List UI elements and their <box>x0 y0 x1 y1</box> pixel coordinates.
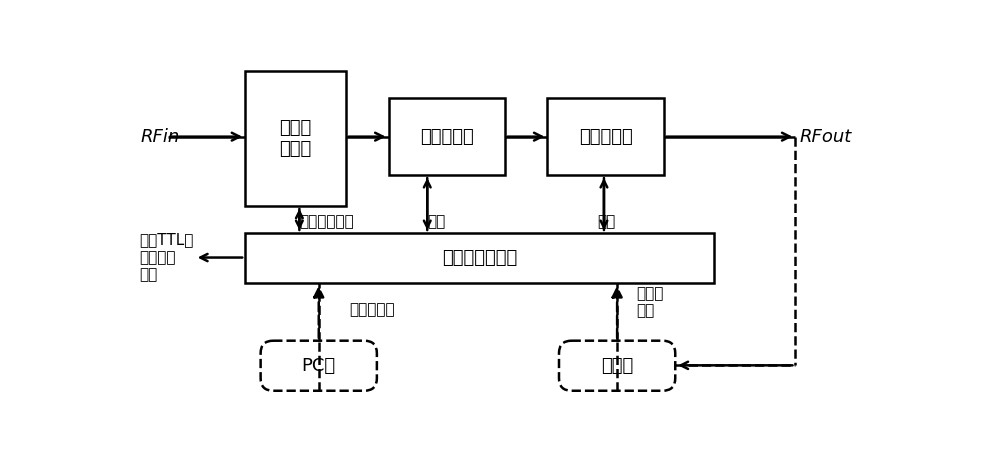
Text: 功率放大器: 功率放大器 <box>579 128 632 146</box>
Text: RFout: RFout <box>799 128 852 146</box>
Bar <box>547 98 664 175</box>
FancyBboxPatch shape <box>261 341 377 391</box>
Text: PC机: PC机 <box>302 357 336 375</box>
Text: 更改控制字: 更改控制字 <box>350 302 395 318</box>
Bar <box>245 71 346 206</box>
Text: 压控式
衰减器: 压控式 衰减器 <box>279 119 312 158</box>
Bar <box>245 233 714 283</box>
Text: RFin: RFin <box>140 128 180 146</box>
Text: 测量和
读取: 测量和 读取 <box>637 286 664 319</box>
Text: 供电: 供电 <box>598 214 616 229</box>
FancyBboxPatch shape <box>559 341 675 391</box>
Text: 输出TTL高
、低控制
电平: 输出TTL高 、低控制 电平 <box>139 232 193 282</box>
Text: 电源与控制模块: 电源与控制模块 <box>442 249 517 267</box>
Text: 提供控制电压: 提供控制电压 <box>299 214 354 229</box>
Text: 供电: 供电 <box>427 214 446 229</box>
Bar <box>388 98 505 175</box>
Text: 驱动放大器: 驱动放大器 <box>420 128 474 146</box>
Text: 功率计: 功率计 <box>601 357 633 375</box>
